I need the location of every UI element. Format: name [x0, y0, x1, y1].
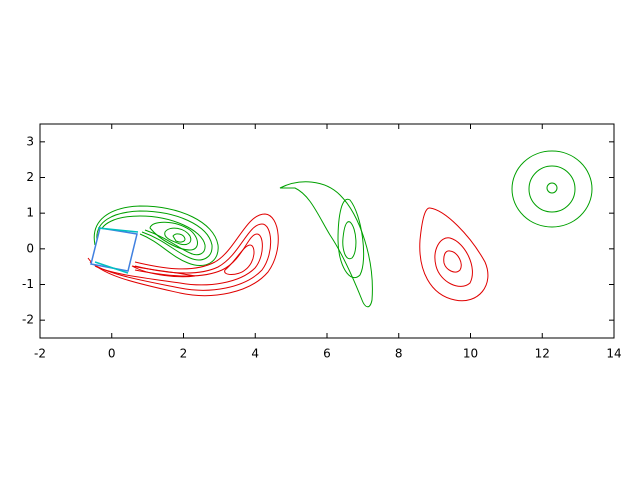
- contour-line: [131, 265, 196, 278]
- y-tick-label: -1: [22, 277, 34, 291]
- contour-line: [419, 207, 489, 302]
- contour-line: [87, 213, 279, 297]
- body-edge: [94, 227, 139, 274]
- x-tick-label: 10: [463, 347, 478, 361]
- y-tick-label: 3: [26, 134, 34, 148]
- contour-line: [89, 223, 272, 291]
- x-tick-label: 0: [108, 347, 116, 361]
- contour-line: [434, 237, 473, 287]
- contour-line: [224, 244, 255, 275]
- contour-line: [279, 181, 373, 308]
- y-tick-label: 0: [26, 241, 34, 255]
- body: [90, 227, 138, 272]
- contours: [87, 150, 593, 308]
- y-tick-label: 1: [26, 206, 34, 220]
- contour-line: [443, 250, 462, 273]
- x-tick-label: -2: [34, 347, 46, 361]
- x-tick-label: 14: [606, 347, 621, 361]
- contour-line: [546, 182, 558, 194]
- contour-line: [337, 198, 365, 278]
- contour-line: [164, 227, 192, 246]
- contour-line: [94, 233, 263, 286]
- contour-line: [528, 165, 576, 213]
- x-tick-label: 8: [395, 347, 403, 361]
- contour-line: [511, 150, 593, 228]
- x-tick-label: 4: [251, 347, 259, 361]
- contour-line: [96, 210, 213, 261]
- contour-line: [342, 221, 357, 260]
- y-tick-label: -2: [22, 313, 34, 327]
- contour-line: [93, 205, 219, 267]
- contour-line: [149, 221, 198, 251]
- x-tick-label: 6: [323, 347, 331, 361]
- x-tick-label: 12: [535, 347, 550, 361]
- y-tick-label: 2: [26, 170, 34, 184]
- x-tick-label: 2: [180, 347, 188, 361]
- contour-line: [172, 233, 186, 243]
